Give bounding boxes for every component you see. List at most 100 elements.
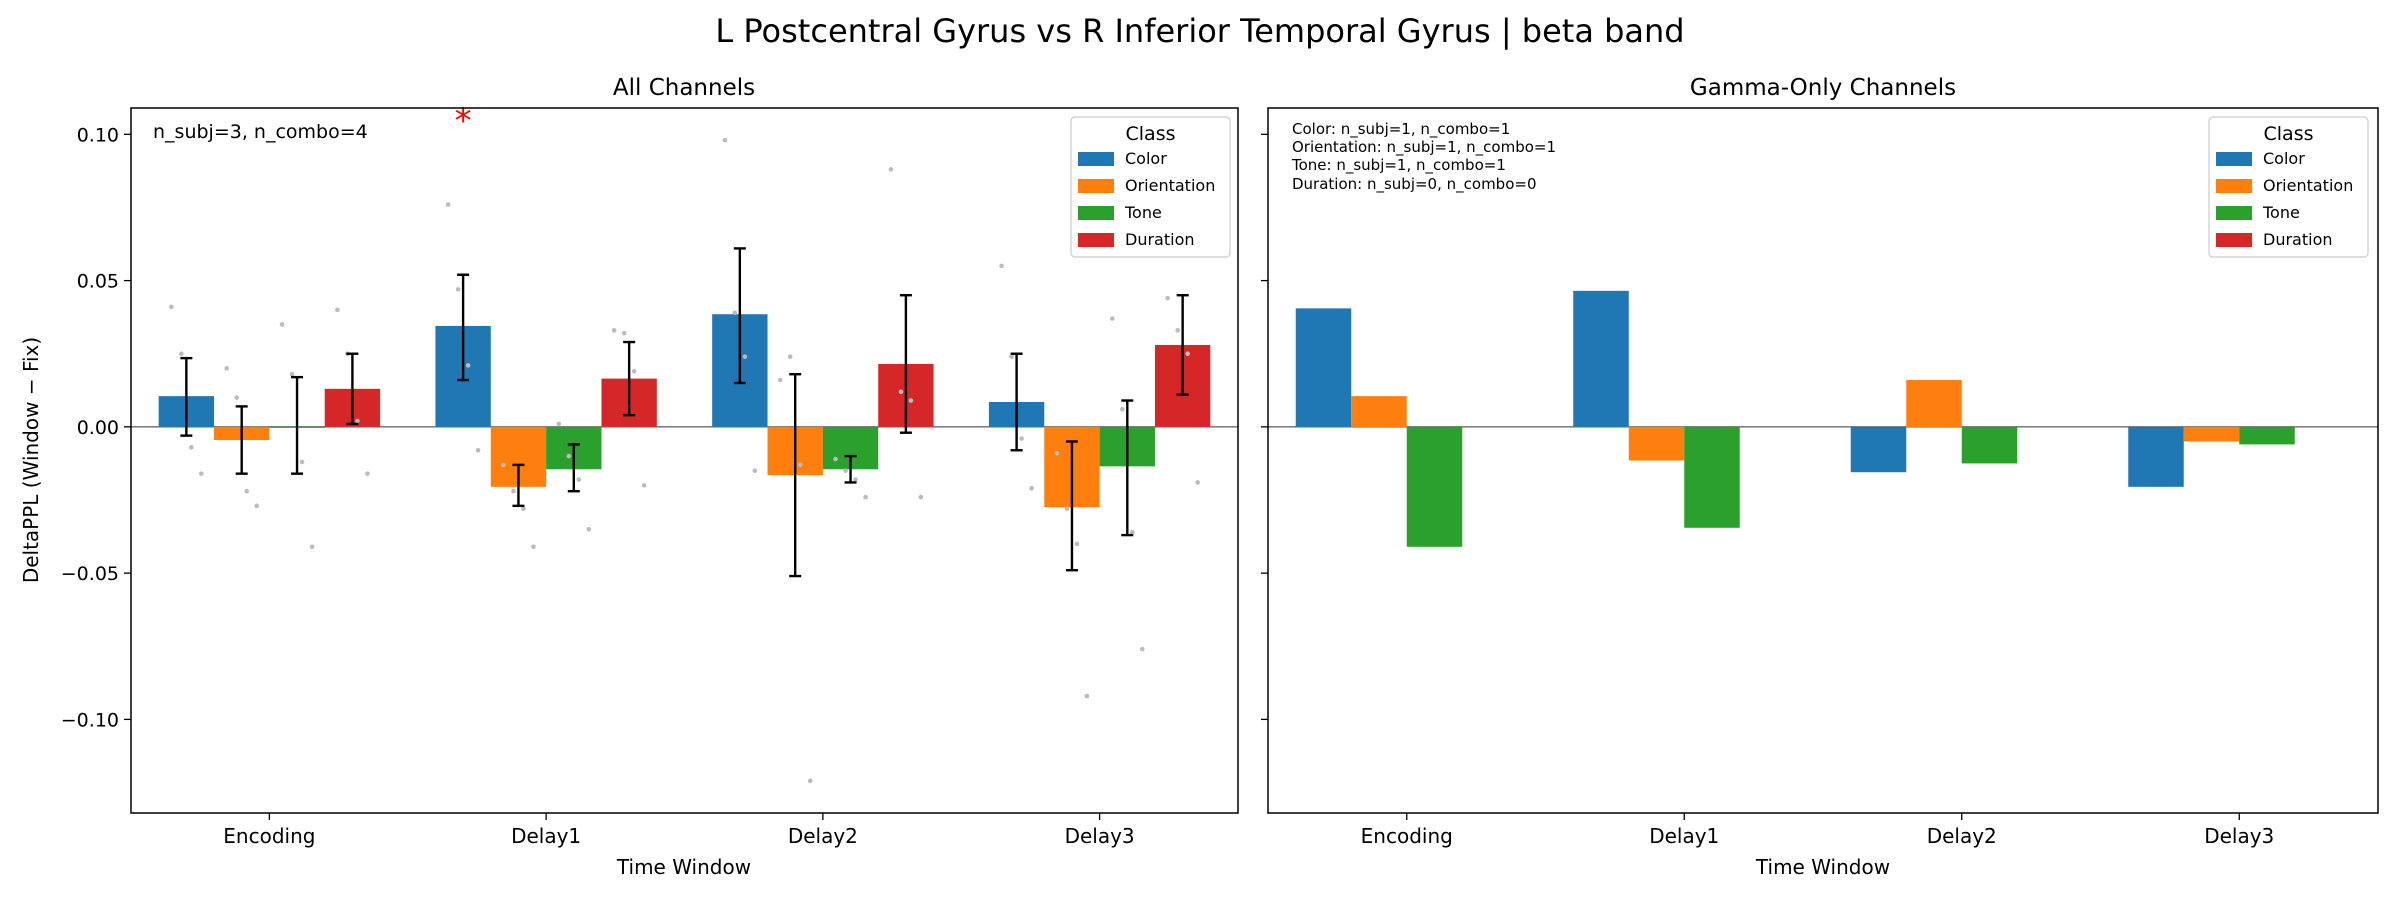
panel-title-all-channels: All Channels bbox=[613, 75, 755, 101]
x-tick-label-delay2: Delay2 bbox=[1927, 824, 1997, 848]
data-point-orientation-delay2 bbox=[777, 377, 783, 383]
data-point-duration-delay2 bbox=[898, 389, 904, 395]
data-point-orientation-delay1 bbox=[501, 462, 506, 468]
data-point-orientation-encoding bbox=[244, 488, 249, 494]
data-point-duration-encoding bbox=[355, 418, 360, 424]
legend-left: Class Color Orientation Tone Duration bbox=[1070, 116, 1231, 258]
data-point-duration-encoding bbox=[365, 471, 370, 476]
y-tick-label: −0.10 bbox=[61, 709, 119, 731]
figure-title: L Postcentral Gyrus vs R Inferior Tempor… bbox=[715, 12, 1684, 50]
data-point-duration-delay1 bbox=[611, 328, 617, 333]
bar-orientation-encoding bbox=[1351, 396, 1407, 427]
x-tick-label-encoding: Encoding bbox=[1361, 824, 1453, 848]
bar-orientation-delay2 bbox=[1906, 380, 1962, 427]
data-point-duration-delay3 bbox=[1165, 295, 1170, 301]
data-point-color-delay3 bbox=[1019, 436, 1024, 441]
significance-marker: * bbox=[455, 101, 472, 141]
data-point-tone-delay1 bbox=[556, 421, 562, 427]
data-point-color-delay3 bbox=[1009, 354, 1014, 359]
data-point-tone-delay3 bbox=[1120, 407, 1125, 412]
data-point-duration-encoding bbox=[335, 307, 340, 313]
bar-tone-delay2 bbox=[1961, 426, 2018, 464]
bar-orientation-delay3 bbox=[2183, 426, 2240, 442]
panel-all-channels: All Channels Time Window DeltaPPL (Windo… bbox=[19, 75, 1239, 879]
data-point-color-delay2 bbox=[732, 310, 738, 316]
data-point-orientation-delay1 bbox=[521, 506, 526, 512]
data-point-tone-delay2 bbox=[843, 468, 848, 474]
legend-title-right: Class bbox=[2264, 123, 2314, 145]
data-point-color-delay1 bbox=[475, 447, 481, 453]
data-point-color-encoding bbox=[179, 351, 184, 357]
y-axis-label: DeltaPPL (Window − Fix) bbox=[19, 337, 43, 583]
legend-label-duration-left: Duration bbox=[1125, 230, 1195, 249]
data-point-color-delay2 bbox=[722, 137, 728, 143]
data-point-tone-encoding bbox=[299, 459, 305, 465]
data-point-color-delay1 bbox=[455, 287, 461, 292]
bar-tone-delay3 bbox=[2239, 426, 2295, 445]
data-point-duration-delay1 bbox=[641, 483, 647, 488]
data-point-orientation-delay3 bbox=[1064, 506, 1070, 512]
x-tick-label-delay1: Delay1 bbox=[1649, 824, 1719, 848]
bar-tone-delay1 bbox=[1684, 426, 1740, 528]
axes-frame-right bbox=[1267, 107, 2379, 814]
data-point-tone-delay3 bbox=[1110, 316, 1115, 321]
legend-swatch-duration-left bbox=[1078, 233, 1114, 247]
annotation-left: n_subj=3, n_combo=4 bbox=[153, 121, 368, 143]
data-point-color-delay1 bbox=[465, 363, 471, 368]
legend-label-duration-right: Duration bbox=[2263, 230, 2333, 249]
data-point-tone-delay1 bbox=[566, 453, 572, 459]
data-point-tone-delay1 bbox=[586, 526, 592, 532]
legend-swatch-orientation-left bbox=[1078, 179, 1114, 193]
legend-label-color-left: Color bbox=[1125, 149, 1167, 168]
legend-swatch-tone-right bbox=[2216, 206, 2252, 220]
data-point-color-delay2 bbox=[742, 354, 748, 359]
data-point-color-delay3 bbox=[1029, 485, 1034, 491]
annotation-right-line: Color: n_subj=1, n_combo=1 bbox=[1292, 120, 1510, 139]
legend-swatch-color-left bbox=[1078, 152, 1114, 166]
data-point-tone-encoding bbox=[279, 322, 285, 327]
legend-label-tone-left: Tone bbox=[1124, 203, 1162, 222]
y-tick-label: −0.05 bbox=[61, 563, 119, 585]
data-point-orientation-encoding bbox=[254, 503, 259, 509]
legend-swatch-color-right bbox=[2216, 152, 2252, 166]
x-axis-label-left: Time Window bbox=[616, 855, 751, 879]
x-tick-label-delay1: Delay1 bbox=[511, 824, 581, 848]
data-point-orientation-encoding bbox=[234, 395, 239, 400]
plot-area-left: 0.10 0.05 0.00 −0.05 −0.10 Encoding Delay1 Dela… bbox=[61, 101, 1239, 848]
data-point-duration-delay2 bbox=[908, 398, 914, 403]
annotation-right: Color: n_subj=1, n_combo=1 Orientation: … bbox=[1291, 120, 1556, 194]
bar-color-encoding bbox=[1295, 308, 1352, 427]
bar-color-delay1 bbox=[1573, 290, 1629, 427]
bar-tone-encoding bbox=[1406, 426, 1463, 547]
data-point-tone-encoding bbox=[309, 544, 315, 550]
data-point-orientation-delay2 bbox=[797, 462, 803, 468]
data-point-orientation-delay3 bbox=[1084, 693, 1090, 699]
data-point-orientation-delay1 bbox=[511, 488, 516, 494]
data-point-orientation-delay2 bbox=[787, 354, 793, 359]
data-point-tone-delay2 bbox=[853, 477, 858, 482]
data-point-duration-delay1 bbox=[621, 330, 627, 336]
data-point-duration-delay3 bbox=[1185, 351, 1190, 357]
data-point-orientation-delay2 bbox=[807, 778, 813, 784]
y-tick-label: 0.10 bbox=[77, 124, 119, 146]
x-tick-label-encoding: Encoding bbox=[223, 824, 315, 848]
data-point-color-delay2 bbox=[752, 468, 758, 474]
panel-title-gamma-only: Gamma-Only Channels bbox=[1690, 75, 1956, 101]
data-point-duration-delay3 bbox=[1175, 328, 1180, 333]
data-point-orientation-delay1 bbox=[531, 544, 536, 550]
legend-swatch-duration-right bbox=[2216, 233, 2252, 247]
data-point-orientation-delay3 bbox=[1054, 450, 1060, 456]
data-point-tone-encoding bbox=[289, 371, 295, 377]
data-point-color-encoding bbox=[189, 445, 194, 450]
data-point-color-encoding bbox=[199, 471, 204, 476]
bar-color-delay2 bbox=[1850, 426, 1907, 473]
x-tick-label-delay3: Delay3 bbox=[2204, 824, 2274, 848]
data-point-color-delay1 bbox=[445, 202, 451, 207]
annotation-right-line: Tone: n_subj=1, n_combo=1 bbox=[1291, 156, 1506, 175]
legend-swatch-tone-left bbox=[1078, 206, 1114, 220]
data-point-duration-delay1 bbox=[631, 368, 637, 374]
y-tick-label: 0.00 bbox=[77, 417, 119, 439]
bar-color-delay3 bbox=[2128, 426, 2184, 487]
bar-orientation-delay1 bbox=[1628, 426, 1685, 461]
